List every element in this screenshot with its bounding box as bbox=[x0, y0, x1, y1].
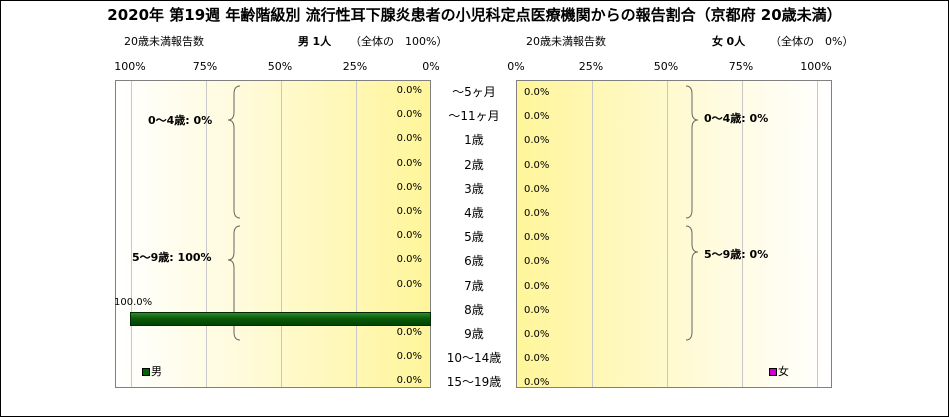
right-count: 0人 bbox=[726, 35, 746, 48]
male-plot-area bbox=[115, 80, 431, 388]
female-value-label: 0.0% bbox=[524, 329, 550, 340]
female-value-label: 0.0% bbox=[524, 135, 550, 147]
left-count: 1人 bbox=[312, 35, 332, 48]
female-value-label: 0.0% bbox=[524, 87, 550, 98]
left-group-braces bbox=[227, 85, 241, 341]
gridline bbox=[592, 81, 593, 387]
female-value-label: 0.0% bbox=[524, 353, 550, 365]
female-value-label: 0.0% bbox=[524, 256, 550, 268]
male-legend-label: 男 bbox=[151, 365, 162, 378]
age-category-label: 7歳 bbox=[464, 278, 484, 293]
male-value-label: 100.0% bbox=[114, 296, 153, 308]
gridline bbox=[356, 81, 357, 387]
gridline bbox=[667, 81, 668, 387]
left-group-label-5-9: 5～9歳: 100% bbox=[132, 251, 212, 264]
left-sex-label: 男 1人 bbox=[298, 33, 331, 49]
right-tick-100: 100% bbox=[800, 60, 832, 73]
chart-title: 2020年 第19週 年齢階級別 流行性耳下腺炎患者の小児科定点医療機関からの報… bbox=[107, 6, 842, 24]
male-value-label: 0.0% bbox=[396, 230, 422, 242]
male-value-label: 0.0% bbox=[396, 278, 422, 290]
male-legend: 男 bbox=[142, 363, 162, 379]
right-group-label-0-4: 0～4歳: 0% bbox=[704, 112, 769, 125]
male-value-label: 0.0% bbox=[396, 351, 422, 363]
male-value-label: 0.0% bbox=[396, 85, 422, 96]
male-value-label: 0.0% bbox=[396, 109, 422, 121]
male-bar bbox=[130, 311, 431, 326]
age-category-label: 2歳 bbox=[464, 157, 484, 172]
age-category-label: 9歳 bbox=[464, 327, 484, 341]
age-category-label: 15～19歳 bbox=[446, 375, 502, 390]
male-value-label: 0.0% bbox=[396, 254, 422, 266]
female-value-label: 0.0% bbox=[524, 111, 550, 123]
gridline bbox=[206, 81, 207, 387]
right-share: （全体の 0%） bbox=[770, 35, 854, 48]
female-value-label: 0.0% bbox=[524, 377, 550, 389]
male-value-label: 0.0% bbox=[396, 206, 422, 217]
female-value-label: 0.0% bbox=[524, 280, 550, 292]
left-sub-label: 20歳未満報告数 bbox=[124, 35, 204, 48]
male-legend-swatch bbox=[142, 368, 150, 376]
age-category-label: ～11ヶ月 bbox=[448, 109, 500, 124]
age-category-label: 5歳 bbox=[464, 230, 484, 245]
female-value-label: 0.0% bbox=[524, 183, 550, 195]
female-legend-label: 女 bbox=[778, 365, 789, 378]
gridline bbox=[742, 81, 743, 387]
gridline bbox=[131, 81, 132, 387]
right-tick-25: 25% bbox=[578, 60, 604, 73]
right-sub-label: 20歳未満報告数 bbox=[526, 35, 606, 48]
age-category-label: 10～14歳 bbox=[446, 351, 502, 366]
right-tick-0: 0% bbox=[507, 60, 525, 73]
right-sex-label: 女 0人 bbox=[712, 33, 745, 49]
left-tick-75: 75% bbox=[192, 60, 218, 73]
female-legend: 女 bbox=[769, 363, 789, 379]
male-value-label: 0.0% bbox=[396, 327, 422, 338]
female-value-label: 0.0% bbox=[524, 304, 550, 316]
female-value-label: 0.0% bbox=[524, 159, 550, 171]
gridline bbox=[281, 81, 282, 387]
female-value-label: 0.0% bbox=[524, 208, 550, 219]
age-category-label: ～5ヶ月 bbox=[452, 85, 496, 99]
right-tick-50: 50% bbox=[653, 60, 679, 73]
right-group-braces bbox=[685, 85, 699, 341]
age-category-label: 1歳 bbox=[464, 133, 484, 148]
female-legend-swatch bbox=[769, 368, 777, 376]
male-value-label: 0.0% bbox=[396, 181, 422, 193]
female-value-label: 0.0% bbox=[524, 232, 550, 244]
male-value-label: 0.0% bbox=[396, 157, 422, 169]
left-tick-50: 50% bbox=[267, 60, 293, 73]
left-tick-0: 0% bbox=[422, 60, 440, 73]
age-category-label: 8歳 bbox=[464, 302, 484, 317]
left-tick-100: 100% bbox=[114, 60, 146, 73]
age-category-label: 6歳 bbox=[464, 254, 484, 269]
age-category-label: 4歳 bbox=[464, 206, 484, 220]
left-sex: 男 bbox=[298, 35, 309, 48]
right-group-label-5-9: 5～9歳: 0% bbox=[704, 248, 769, 261]
female-plot-area bbox=[516, 80, 832, 388]
age-category-label: 3歳 bbox=[464, 181, 484, 196]
right-sex: 女 bbox=[712, 35, 723, 48]
gridline bbox=[817, 81, 818, 387]
right-tick-75: 75% bbox=[728, 60, 754, 73]
male-value-label: 0.0% bbox=[396, 133, 422, 145]
male-value-label: 0.0% bbox=[396, 375, 422, 387]
left-tick-25: 25% bbox=[342, 60, 368, 73]
left-share: （全体の 100%） bbox=[350, 35, 448, 48]
left-group-label-0-4: 0～4歳: 0% bbox=[148, 114, 213, 127]
